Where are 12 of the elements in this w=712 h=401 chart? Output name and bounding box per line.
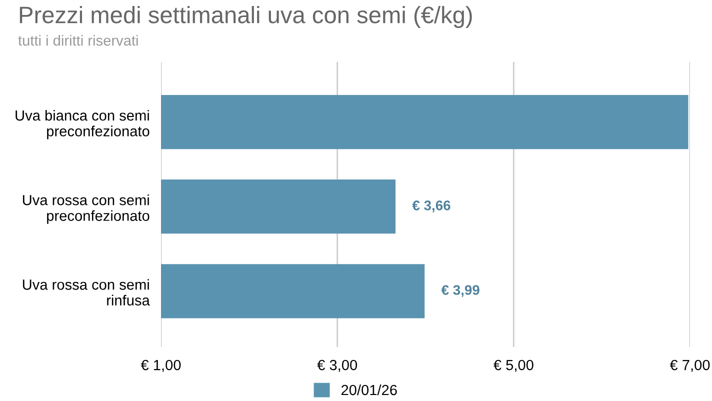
legend-label: 20/01/26 <box>341 384 397 396</box>
y-tick-label: Uva rossa con semi preconfezionato <box>22 194 150 224</box>
data-label: € 3,99 <box>441 285 480 297</box>
chart-subtitle: tutti i diritti riservati <box>18 35 138 46</box>
x-tick-label: € 1,00 <box>140 360 181 372</box>
data-label: € 3,66 <box>412 200 450 212</box>
x-tick-label: € 7,00 <box>670 360 710 372</box>
x-tick-label: € 5,00 <box>494 360 534 372</box>
x-tick-label: € 3,00 <box>317 360 358 372</box>
chart-title: Prezzi medi settimanali uva con semi (€/kg) <box>20 6 472 28</box>
y-tick-label: Uva bianca con semi preconfezionato <box>16 110 150 140</box>
y-tick-label: Uva rossa con semi rinfusa <box>22 279 150 306</box>
